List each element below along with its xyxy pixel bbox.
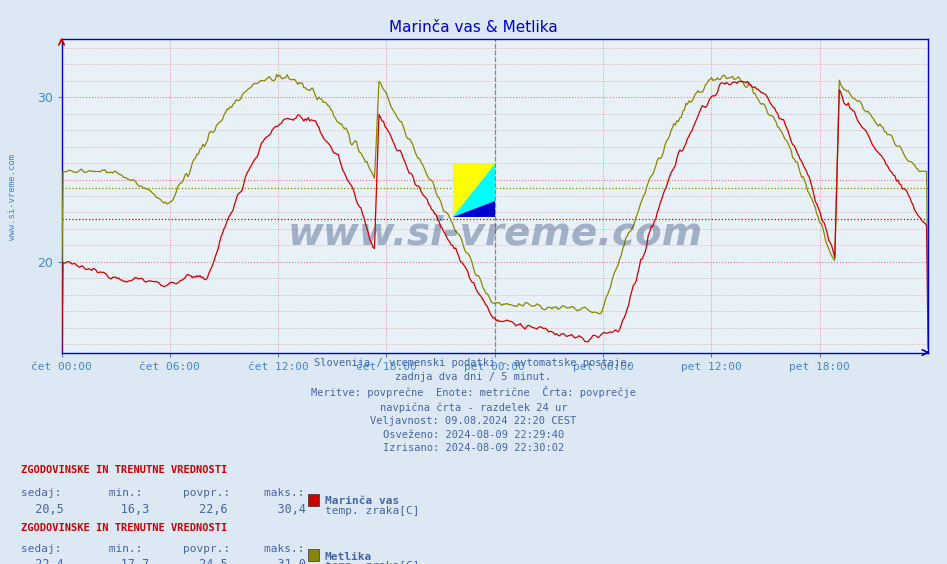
Text: www.si-vreme.com: www.si-vreme.com xyxy=(287,214,703,253)
Text: 22,4        17,7       24,5       31,0: 22,4 17,7 24,5 31,0 xyxy=(21,558,306,564)
Text: sedaj:       min.:      povpr.:     maks.:: sedaj: min.: povpr.: maks.: xyxy=(21,488,304,498)
Text: Marinča vas: Marinča vas xyxy=(325,496,399,506)
Text: Marinča vas & Metlika: Marinča vas & Metlika xyxy=(389,20,558,35)
Text: Slovenija / vremenski podatki - avtomatske postaje.
zadnja dva dni / 5 minut.
Me: Slovenija / vremenski podatki - avtomats… xyxy=(311,358,636,453)
Text: 20,5        16,3       22,6       30,4: 20,5 16,3 22,6 30,4 xyxy=(21,503,306,516)
Text: sedaj:       min.:      povpr.:     maks.:: sedaj: min.: povpr.: maks.: xyxy=(21,544,304,554)
Text: temp. zraka[C]: temp. zraka[C] xyxy=(325,506,420,516)
Text: ZGODOVINSKE IN TRENUTNE VREDNOSTI: ZGODOVINSKE IN TRENUTNE VREDNOSTI xyxy=(21,465,227,475)
Text: www.si-vreme.com: www.si-vreme.com xyxy=(8,155,17,240)
Text: temp. zraka[C]: temp. zraka[C] xyxy=(325,561,420,564)
Polygon shape xyxy=(453,164,495,217)
Polygon shape xyxy=(453,164,495,217)
Text: ZGODOVINSKE IN TRENUTNE VREDNOSTI: ZGODOVINSKE IN TRENUTNE VREDNOSTI xyxy=(21,523,227,534)
Text: Metlika: Metlika xyxy=(325,552,372,562)
Polygon shape xyxy=(453,201,495,217)
